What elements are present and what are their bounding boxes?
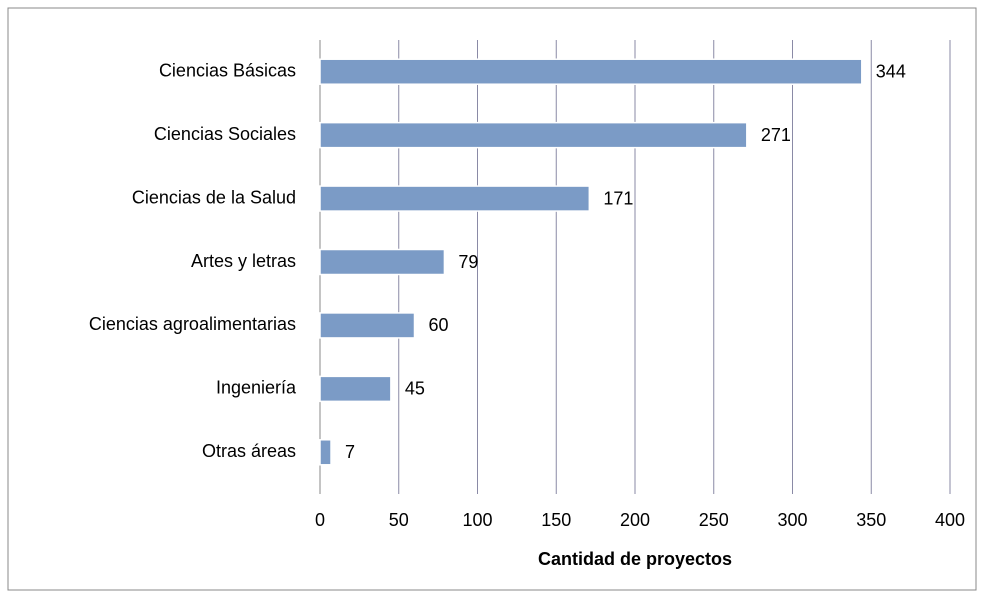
value-label: 79 [458, 252, 478, 272]
value-label: 171 [603, 188, 633, 208]
bar [319, 121, 748, 149]
bar [319, 375, 392, 403]
y-tick-label: Ciencias de la Salud [132, 187, 296, 207]
bar [319, 185, 591, 212]
y-tick-label: Ingeniería [216, 378, 297, 398]
y-tick-label: Ciencias Básicas [159, 60, 296, 80]
bar [319, 248, 446, 276]
value-label: 344 [876, 61, 906, 81]
x-tick-label: 250 [699, 510, 729, 530]
y-tick-label: Ciencias Sociales [154, 124, 296, 144]
x-tick-label: 150 [541, 510, 571, 530]
value-label: 271 [761, 125, 791, 145]
y-tick-label: Artes y letras [191, 251, 296, 271]
x-tick-label: 350 [856, 510, 886, 530]
y-tick-label: Ciencias agroalimentarias [89, 314, 296, 334]
x-tick-label: 400 [935, 510, 965, 530]
x-tick-label: 0 [315, 510, 325, 530]
value-label: 45 [405, 379, 425, 399]
x-tick-label: 50 [389, 510, 409, 530]
bar [319, 439, 332, 466]
chart-frame [7, 7, 977, 591]
x-tick-label: 100 [462, 510, 492, 530]
bar [319, 58, 863, 85]
x-tick-label: 300 [777, 510, 807, 530]
x-axis-label: Cantidad de proyectos [538, 549, 732, 569]
y-tick-label: Otras áreas [202, 441, 296, 461]
x-tick-label: 200 [620, 510, 650, 530]
bar [319, 312, 416, 339]
value-label: 7 [345, 442, 355, 462]
value-label: 60 [429, 315, 449, 335]
